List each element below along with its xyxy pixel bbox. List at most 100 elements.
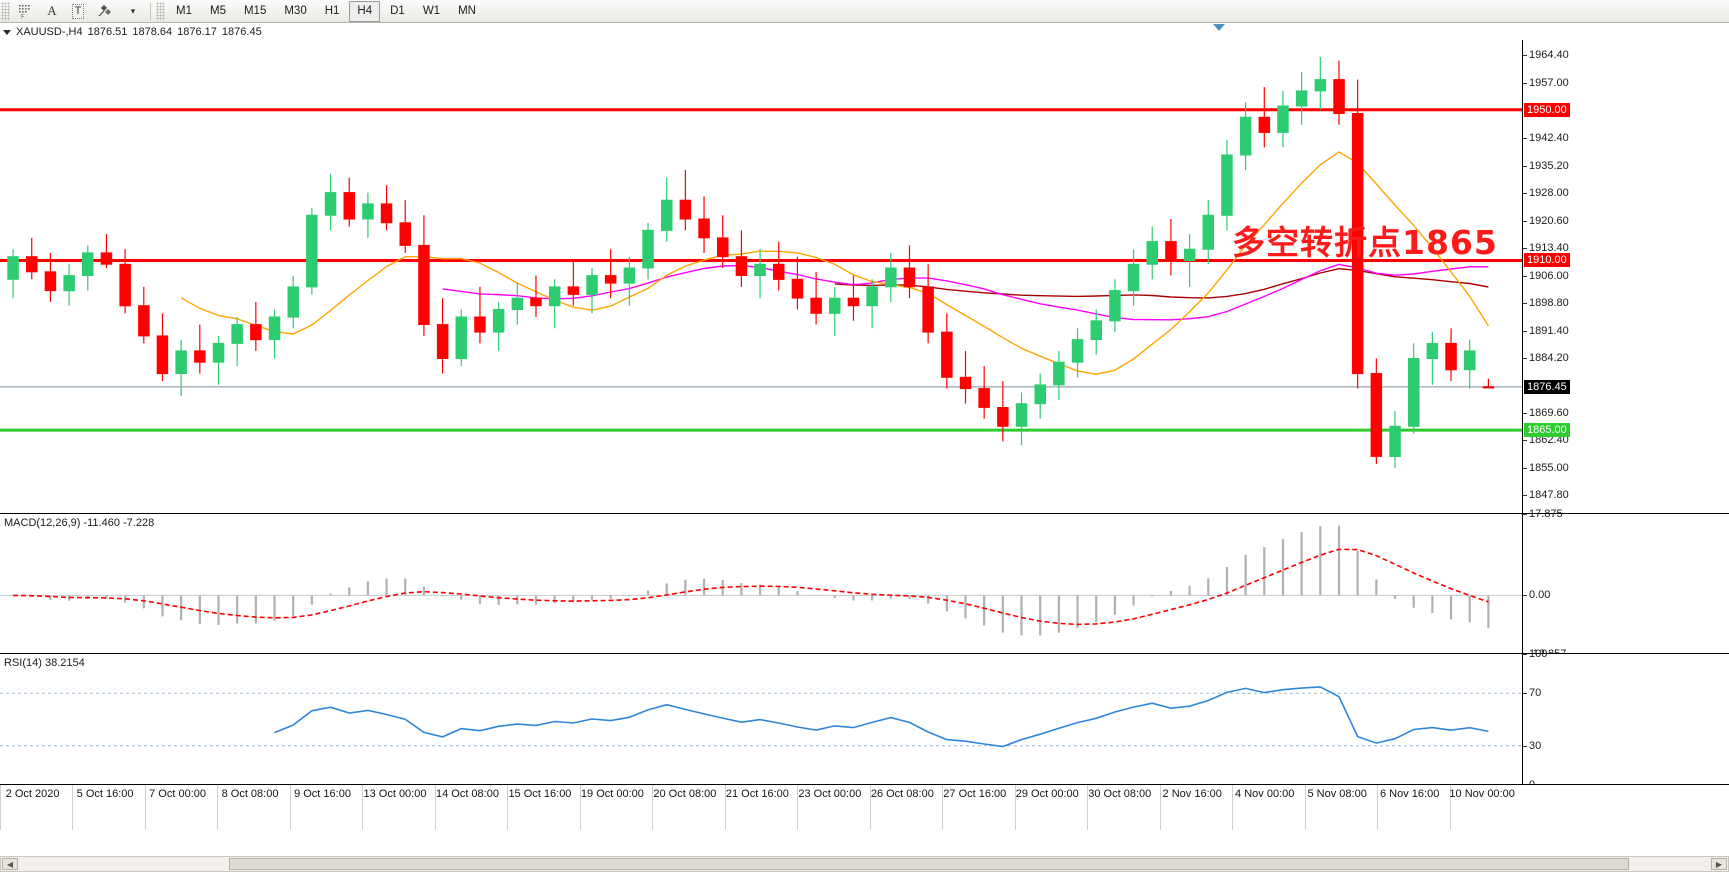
- candle-body: [119, 263, 131, 307]
- timeframe-w1[interactable]: W1: [422, 5, 441, 17]
- rsi-label: RSI(14) 38.2154: [4, 657, 85, 669]
- candle-body: [922, 286, 934, 333]
- macd-plot-area[interactable]: MACD(12,26,9) -11.460 -7.228: [0, 514, 1522, 653]
- candle-body: [1314, 79, 1327, 92]
- candle-body: [1053, 361, 1065, 386]
- price-level-tag-red[interactable]: 1910.00: [1524, 253, 1570, 268]
- candle-body: [82, 252, 94, 276]
- time-axis-label: 23 Oct 00:00: [798, 788, 862, 800]
- candle-body: [194, 350, 206, 363]
- timeframe-mn[interactable]: MN: [458, 5, 476, 17]
- candle-body: [492, 309, 505, 333]
- shapes-dropdown-arrow-icon[interactable]: ▾: [121, 1, 145, 22]
- candle-body: [903, 267, 916, 288]
- scrollbar-thumb[interactable]: [229, 858, 1629, 870]
- candle-body: [1295, 90, 1308, 107]
- time-axis-separator: [72, 785, 74, 831]
- price-tick: 1935.20: [1523, 159, 1569, 172]
- candle-body: [306, 214, 318, 288]
- shapes-icon[interactable]: [92, 1, 119, 22]
- timeframe-h1[interactable]: H1: [324, 5, 340, 17]
- time-axis-separator: [724, 785, 726, 831]
- price-chart-pane[interactable]: 多空转折点1865 1964.40 1957.00 1942.40 1935.20 19…: [0, 24, 1729, 513]
- candle-body: [138, 305, 150, 337]
- rsi-plot-area[interactable]: RSI(14) 38.2154: [0, 654, 1522, 784]
- text-object-icon[interactable]: A: [40, 1, 64, 22]
- candle-body: [1071, 339, 1084, 363]
- timeframe-d1[interactable]: D1: [390, 5, 405, 17]
- triangle-down-icon[interactable]: [3, 29, 11, 35]
- price-tick: 1913.40: [1523, 241, 1569, 254]
- time-axis-separator: [0, 785, 1, 831]
- candle-body: [623, 267, 636, 284]
- timeframe-m15[interactable]: M15: [243, 5, 267, 17]
- candle-body: [567, 286, 580, 295]
- chart-scroll-row: ◀ ▶: [0, 830, 1729, 896]
- text-label-icon[interactable]: T: [66, 1, 90, 22]
- candle-body: [1109, 290, 1121, 322]
- candle-body: [1445, 342, 1457, 371]
- candle-body: [604, 275, 617, 284]
- toolbar-separator: [150, 2, 151, 20]
- price-plot-area[interactable]: [0, 40, 1522, 513]
- candle-body: [63, 275, 75, 292]
- time-axis-label: 2 Oct 2020: [5, 788, 60, 800]
- price-level-tag-red[interactable]: 1950.00: [1524, 102, 1570, 117]
- candle-body: [1221, 154, 1233, 216]
- time-axis-label: 9 Oct 16:00: [294, 788, 351, 800]
- time-axis-label: 10 Nov 00:00: [1449, 788, 1515, 800]
- price-axis[interactable]: 1964.40 1957.00 1942.40 1935.20 1928.00 1920.…: [1522, 40, 1729, 513]
- time-axis-separator: [1377, 785, 1379, 831]
- candle-body: [287, 286, 299, 318]
- timeframe-m30[interactable]: M30: [284, 5, 307, 17]
- candle-body: [717, 237, 729, 258]
- candle-body: [268, 316, 281, 341]
- time-axis-separator: [144, 785, 146, 831]
- candle-body: [959, 376, 972, 390]
- candle-body: [1464, 350, 1476, 371]
- timeframe-m1[interactable]: M1: [176, 5, 192, 17]
- candle-body: [1370, 373, 1383, 457]
- scroll-right-arrow-icon[interactable]: ▶: [1711, 858, 1727, 870]
- symbol-quote-bar: XAUUSD-,H4 1876.51 1878.64 1876.17 1876.…: [0, 24, 1729, 40]
- rsi-tick: 70: [1522, 687, 1542, 700]
- scroll-left-arrow-icon[interactable]: ◀: [2, 858, 18, 870]
- candle-body: [399, 222, 411, 246]
- quote-close: 1876.45: [221, 26, 262, 38]
- toolbar-grip-1[interactable]: [1, 1, 10, 21]
- time-axis-label: 8 Oct 08:00: [221, 788, 279, 800]
- candle-body: [1351, 113, 1364, 375]
- horizontal-scrollbar[interactable]: ◀ ▶: [0, 856, 1729, 872]
- candle-body: [455, 316, 467, 359]
- time-axis-label: 5 Oct 16:00: [76, 788, 134, 800]
- symbol-label: XAUUSD-,H4: [16, 26, 83, 38]
- time-axis-label: 15 Oct 16:00: [508, 788, 572, 800]
- crosshair-f-icon[interactable]: F: [13, 1, 38, 22]
- time-axis-separator: [1014, 785, 1016, 831]
- time-axis-separator: [507, 785, 509, 831]
- time-axis-label: 27 Oct 16:00: [943, 788, 1007, 800]
- price-tick: 1906.00: [1523, 269, 1569, 282]
- time-axis-separator: [797, 785, 799, 831]
- timeframe-m5[interactable]: M5: [209, 5, 226, 17]
- rsi-axis[interactable]: 10070300: [1522, 648, 1729, 791]
- time-axis[interactable]: 2 Oct 2020 5 Oct 16:00 7 Oct 00:00 8 Oct 08…: [0, 784, 1729, 831]
- toolbar-grip-2[interactable]: [156, 1, 165, 21]
- candle-body: [175, 350, 187, 374]
- candle-body: [380, 203, 393, 224]
- time-axis-label: 29 Oct 00:00: [1015, 788, 1079, 800]
- candle-body: [978, 388, 990, 408]
- macd-pane[interactable]: MACD(12,26,9) -11.460 -7.228 17.8750.00-…: [0, 508, 1729, 660]
- time-axis-separator: [1304, 785, 1306, 831]
- candle-body: [1183, 248, 1196, 261]
- price-level-tag-green[interactable]: 1865.00: [1524, 423, 1570, 438]
- rsi-pane[interactable]: RSI(14) 38.2154 10070300: [0, 648, 1729, 791]
- timeframe-h4[interactable]: H4: [349, 0, 381, 22]
- candle-body: [1426, 342, 1439, 359]
- candle-body: [1277, 105, 1289, 133]
- price-level-tag-black[interactable]: 1876.45: [1524, 379, 1570, 394]
- time-axis-label: 21 Oct 16:00: [725, 788, 789, 800]
- time-axis-label: 30 Oct 08:00: [1088, 788, 1152, 800]
